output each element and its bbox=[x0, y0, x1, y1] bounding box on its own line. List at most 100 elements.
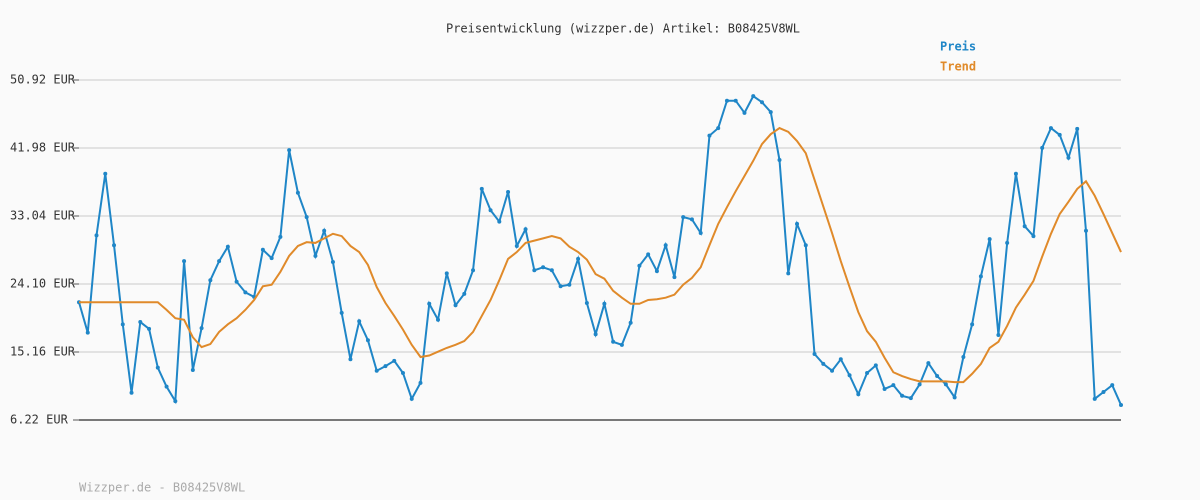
point bbox=[812, 351, 817, 356]
point bbox=[488, 208, 493, 213]
point bbox=[479, 186, 484, 191]
point bbox=[173, 399, 178, 404]
point bbox=[900, 393, 905, 398]
point bbox=[164, 384, 169, 389]
point bbox=[786, 271, 791, 276]
point bbox=[838, 357, 843, 362]
point bbox=[462, 291, 467, 296]
point bbox=[1110, 383, 1115, 388]
point bbox=[392, 358, 397, 363]
point bbox=[619, 342, 624, 347]
point bbox=[243, 290, 248, 295]
point bbox=[506, 189, 511, 194]
point bbox=[611, 339, 616, 344]
point bbox=[155, 365, 160, 370]
point bbox=[190, 367, 195, 372]
point bbox=[567, 282, 572, 287]
point bbox=[689, 217, 694, 222]
point bbox=[943, 382, 948, 387]
point bbox=[593, 332, 598, 337]
point bbox=[436, 317, 441, 322]
point bbox=[830, 368, 835, 373]
point bbox=[873, 363, 878, 368]
point bbox=[654, 269, 659, 274]
point bbox=[383, 364, 388, 369]
point bbox=[961, 355, 966, 360]
point bbox=[532, 268, 537, 273]
point bbox=[427, 301, 432, 306]
point bbox=[330, 259, 335, 264]
point bbox=[304, 215, 309, 220]
y-tick-label: 50.92 EUR bbox=[10, 73, 76, 87]
point bbox=[672, 275, 677, 280]
point bbox=[471, 268, 476, 273]
point bbox=[549, 268, 554, 273]
point bbox=[1005, 240, 1010, 245]
point bbox=[339, 310, 344, 315]
point bbox=[94, 233, 99, 238]
point bbox=[1075, 126, 1080, 131]
point bbox=[1092, 396, 1097, 401]
chart-title: Preisentwicklung (wizzper.de) Artikel: B… bbox=[446, 22, 800, 36]
point bbox=[138, 320, 143, 325]
point bbox=[348, 357, 353, 362]
point bbox=[234, 279, 239, 284]
point bbox=[514, 243, 519, 248]
point bbox=[497, 219, 502, 224]
point bbox=[287, 148, 292, 153]
point bbox=[120, 322, 125, 327]
point bbox=[1031, 234, 1036, 239]
point bbox=[777, 158, 782, 163]
point bbox=[646, 252, 651, 257]
point bbox=[208, 278, 213, 283]
point bbox=[147, 326, 152, 331]
point bbox=[952, 395, 957, 400]
y-tick-label: 6.22 EUR bbox=[10, 413, 69, 427]
point bbox=[847, 373, 852, 378]
y-tick-label: 33.04 EUR bbox=[10, 209, 76, 223]
point bbox=[917, 382, 922, 387]
point bbox=[182, 259, 187, 264]
point bbox=[803, 243, 808, 248]
y-tick-label: 41.98 EUR bbox=[10, 141, 76, 155]
point bbox=[978, 274, 983, 279]
point bbox=[751, 94, 756, 99]
point bbox=[908, 396, 913, 401]
point bbox=[1066, 155, 1071, 160]
point bbox=[707, 133, 712, 138]
point bbox=[1057, 132, 1062, 137]
series-line bbox=[79, 126, 1122, 384]
point bbox=[716, 126, 721, 131]
point bbox=[1083, 228, 1088, 233]
point bbox=[129, 390, 134, 395]
point bbox=[865, 370, 870, 375]
point bbox=[768, 110, 773, 115]
point bbox=[1013, 171, 1018, 176]
point bbox=[856, 392, 861, 397]
point bbox=[935, 374, 940, 379]
point bbox=[400, 370, 405, 375]
point bbox=[453, 303, 458, 308]
point bbox=[278, 234, 283, 239]
point bbox=[365, 338, 370, 343]
point bbox=[724, 98, 729, 103]
point bbox=[199, 326, 204, 331]
legend-entry: Preis bbox=[940, 40, 976, 54]
point bbox=[733, 98, 738, 103]
point bbox=[295, 190, 300, 195]
point bbox=[742, 110, 747, 115]
point bbox=[628, 320, 633, 325]
point bbox=[602, 301, 607, 306]
point bbox=[322, 228, 327, 233]
point bbox=[970, 322, 975, 327]
point bbox=[357, 319, 362, 324]
y-tick-label: 24.10 EUR bbox=[10, 277, 76, 291]
point bbox=[558, 284, 563, 289]
point bbox=[1040, 145, 1045, 150]
point bbox=[1022, 224, 1027, 229]
point bbox=[313, 253, 318, 258]
point bbox=[217, 259, 222, 264]
point bbox=[637, 263, 642, 268]
